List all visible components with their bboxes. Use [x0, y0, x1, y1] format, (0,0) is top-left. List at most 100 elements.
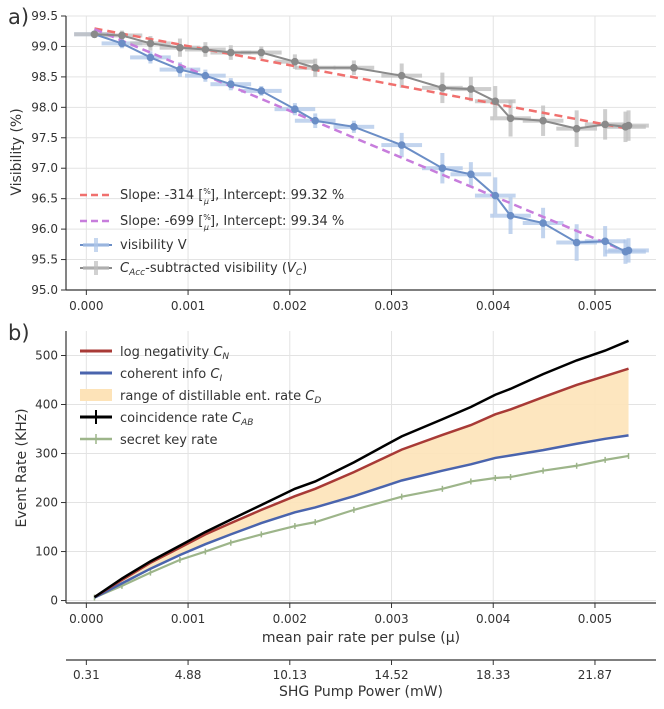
legend-b-skr-swatch — [80, 434, 112, 444]
vacc-point-14 — [506, 114, 515, 123]
vacc-point-13 — [491, 97, 500, 106]
secondary-xtick-label-4: 18.33 — [476, 668, 510, 682]
panel-a-ytick-label-7: 98.5 — [31, 70, 58, 84]
panel-b-axes: 0.000 0.001 0.002 0.003 0.004 0.005 0 100 200 300… — [14, 331, 656, 646]
legend-b-coinc-swatch — [80, 410, 112, 424]
visibility-point-2 — [146, 53, 155, 62]
panel-b-xtick-label-5: 0.005 — [578, 612, 612, 626]
panel-a-series — [90, 30, 633, 256]
vacc-point-10 — [397, 71, 406, 80]
panel-a-fits — [94, 27, 630, 254]
distillable-range-fill — [94, 368, 629, 598]
panel-b-ytick-label-0: 0 — [50, 594, 58, 608]
fit-line-2 — [94, 27, 630, 254]
panel-b-xtick-label-0: 0.000 — [69, 612, 103, 626]
panel-b-xtick-label-2: 0.002 — [273, 612, 307, 626]
legend-b-fill-label: range of distillable ent. rate CD — [120, 389, 321, 406]
panel-a-ticks: 0.000 0.001 0.002 0.003 0.004 0.005 95.0 95.5 96… — [31, 9, 612, 313]
vacc-point-2 — [146, 39, 155, 48]
panel-a-xtick-label-5: 0.005 — [578, 299, 612, 313]
coincidence-rate-line — [93, 339, 630, 599]
panel-b-fill — [94, 368, 629, 598]
vacc-point-7 — [291, 57, 299, 66]
panel-a-frame — [65, 16, 656, 291]
panel-b-legend: log negativity CN coherent info CI range… — [80, 345, 321, 448]
visibility-line — [94, 33, 629, 253]
vacc-point-8 — [311, 63, 320, 72]
vacc-point-0 — [90, 30, 99, 39]
secondary-xtick-label-5: 21.87 — [578, 668, 612, 682]
vacc-point-1 — [118, 31, 126, 40]
panel-b-xlabel: mean pair rate per pulse (μ) — [262, 630, 460, 646]
secondary-x-label: SHG Pump Power (mW) — [279, 684, 443, 700]
panel-b-ticks: 0.000 0.001 0.002 0.003 0.004 0.005 0 100 200 300… — [35, 349, 612, 626]
legend-a-fit1-label: Slope: -314 [% μ], Intercept: 99.32 % — [120, 187, 344, 206]
legend-b-neg-label: log negativity CN — [120, 345, 229, 362]
legend-a-vacc-label: CAcc-subtracted visibility (VC) — [120, 261, 307, 278]
panel-a-ytick-label-8: 99.0 — [31, 39, 58, 53]
visibility-point-8 — [311, 116, 320, 125]
panel-b-ytick-label-3: 300 — [35, 447, 58, 461]
visibility-point-19 — [624, 246, 633, 255]
panel-b-ylabel: Event Rate (KHz) — [14, 408, 30, 527]
visibility-point-1 — [118, 39, 126, 48]
log-negativity-line — [93, 367, 629, 599]
legend-a-vis-swatch — [80, 238, 112, 252]
panel-a-ytick-label-1: 95.5 — [31, 253, 58, 267]
visibility-point-14 — [506, 211, 515, 220]
visibility-point-12 — [467, 170, 475, 179]
secondary-xtick-label-3: 14.52 — [374, 668, 408, 682]
legend-b-skr-label: secret key rate — [120, 433, 218, 448]
panel-a-ytick-label-3: 96.5 — [31, 192, 58, 206]
legend-b-fill-swatch — [80, 389, 112, 401]
visibility-point-3 — [176, 65, 184, 74]
panel-a-ylabel: Visibility (%) — [9, 108, 25, 195]
panel-a-ytick-label-5: 97.5 — [31, 131, 58, 145]
panel-a-legend: Slope: -314 [% μ], Intercept: 99.32 % Slo… — [80, 187, 344, 278]
panel-a-label: a) — [8, 5, 29, 29]
panel-a-grid — [66, 15, 656, 291]
vacc-point-5 — [226, 48, 235, 57]
panel-a-xtick-label-4: 0.004 — [476, 299, 510, 313]
visibility-point-5 — [226, 80, 235, 88]
panel-b-xtick-label-4: 0.004 — [476, 612, 510, 626]
vacc-point-12 — [467, 85, 475, 93]
panel-a-ytick-label-2: 96.0 — [31, 222, 58, 236]
panel-b-ytick-label-5: 500 — [35, 349, 58, 363]
panel-a-ytick-label-4: 97.0 — [31, 161, 58, 175]
panel-a-xtick-label-1: 0.001 — [171, 299, 205, 313]
legend-a-vacc-swatch — [80, 261, 112, 275]
fit-line-1 — [94, 27, 629, 131]
panel-a-xtick-label-3: 0.003 — [374, 299, 408, 313]
vacc-point-19 — [624, 121, 633, 130]
panel-b-label: b) — [8, 321, 30, 345]
visibility-point-9 — [350, 123, 358, 131]
vacc-point-3 — [176, 43, 184, 52]
secondary-xtick-label-0: 0.31 — [73, 668, 100, 682]
panel-b-ytick-label-1: 100 — [35, 545, 58, 559]
legend-a-vis-label: visibility V — [120, 238, 187, 253]
visibility-point-16 — [572, 238, 581, 247]
panel-a-ytick-label-0: 95.0 — [31, 283, 58, 297]
visibility-point-11 — [438, 164, 447, 173]
legend-b-coh-label: coherent info CI — [120, 367, 222, 384]
panel-b-ytick-label-4: 400 — [35, 398, 58, 412]
panel-b-frame — [65, 331, 656, 604]
legend-b-coinc-label: coincidence rate CAB — [120, 411, 253, 428]
panel-b-series — [93, 339, 630, 601]
visibility-point-6 — [257, 87, 266, 95]
panel-a-xtick-label-0: 0.000 — [69, 299, 103, 313]
vacc-point-16 — [572, 124, 581, 133]
visibility-point-13 — [491, 191, 500, 200]
vacc-point-6 — [257, 48, 266, 57]
vacc-point-17 — [601, 120, 609, 129]
vacc-point-11 — [438, 84, 447, 92]
visibility-point-10 — [397, 141, 406, 149]
panel-a-ytick-label-6: 98.0 — [31, 100, 58, 114]
panel-a-axes: 0.000 0.001 0.002 0.003 0.004 0.005 95.0 95.5 96… — [9, 9, 656, 313]
visibility-point-17 — [601, 237, 609, 246]
vacc-line — [94, 33, 629, 130]
vacc-point-9 — [350, 63, 358, 72]
visibility-point-7 — [291, 105, 299, 113]
